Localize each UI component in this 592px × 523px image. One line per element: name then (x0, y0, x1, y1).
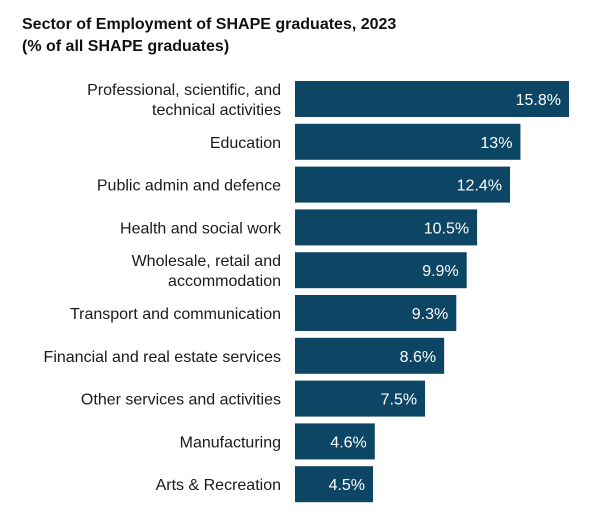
bar-10 (295, 466, 374, 503)
category-label-5: Wholesale, retail and accommodation (132, 253, 281, 290)
value-label-4: 10.5% (424, 220, 469, 237)
bar-1 (295, 81, 569, 117)
bar-5 (295, 252, 467, 289)
category-label-3: Public admin and defence (97, 178, 281, 195)
value-label-7: 8.6% (400, 349, 436, 366)
value-label-2: 13% (480, 135, 512, 152)
category-label-9: Manufacturing (180, 434, 281, 451)
category-label-6: Transport and communication (70, 306, 281, 323)
category-label-10: Arts & Recreation (156, 477, 281, 494)
value-label-3: 12.4% (457, 178, 502, 195)
category-label-1: Professional, scientific, and technical a… (87, 82, 281, 119)
chart-subtitle: (% of all SHAPE graduates) (22, 38, 230, 55)
value-label-1: 15.8% (516, 92, 561, 109)
value-label-5: 9.9% (422, 263, 458, 280)
chart-title: Sector of Employment of SHAPE graduates,… (22, 16, 397, 33)
bar-6 (295, 295, 457, 331)
value-label-6: 9.3% (412, 306, 448, 323)
bar-7 (295, 337, 445, 374)
bar-4 (295, 209, 478, 246)
category-label-8: Other services and activities (81, 392, 281, 409)
category-label-7: Financial and real estate services (44, 349, 281, 366)
category-label-4: Health and social work (120, 220, 282, 237)
bar-2 (295, 123, 521, 160)
bar-8 (295, 380, 426, 417)
category-label-2: Education (210, 135, 281, 152)
value-label-10: 4.5% (329, 477, 365, 494)
value-label-9: 4.6% (330, 434, 366, 451)
bar-3 (295, 166, 511, 203)
value-label-8: 7.5% (381, 392, 417, 409)
bar-9 (295, 423, 375, 460)
